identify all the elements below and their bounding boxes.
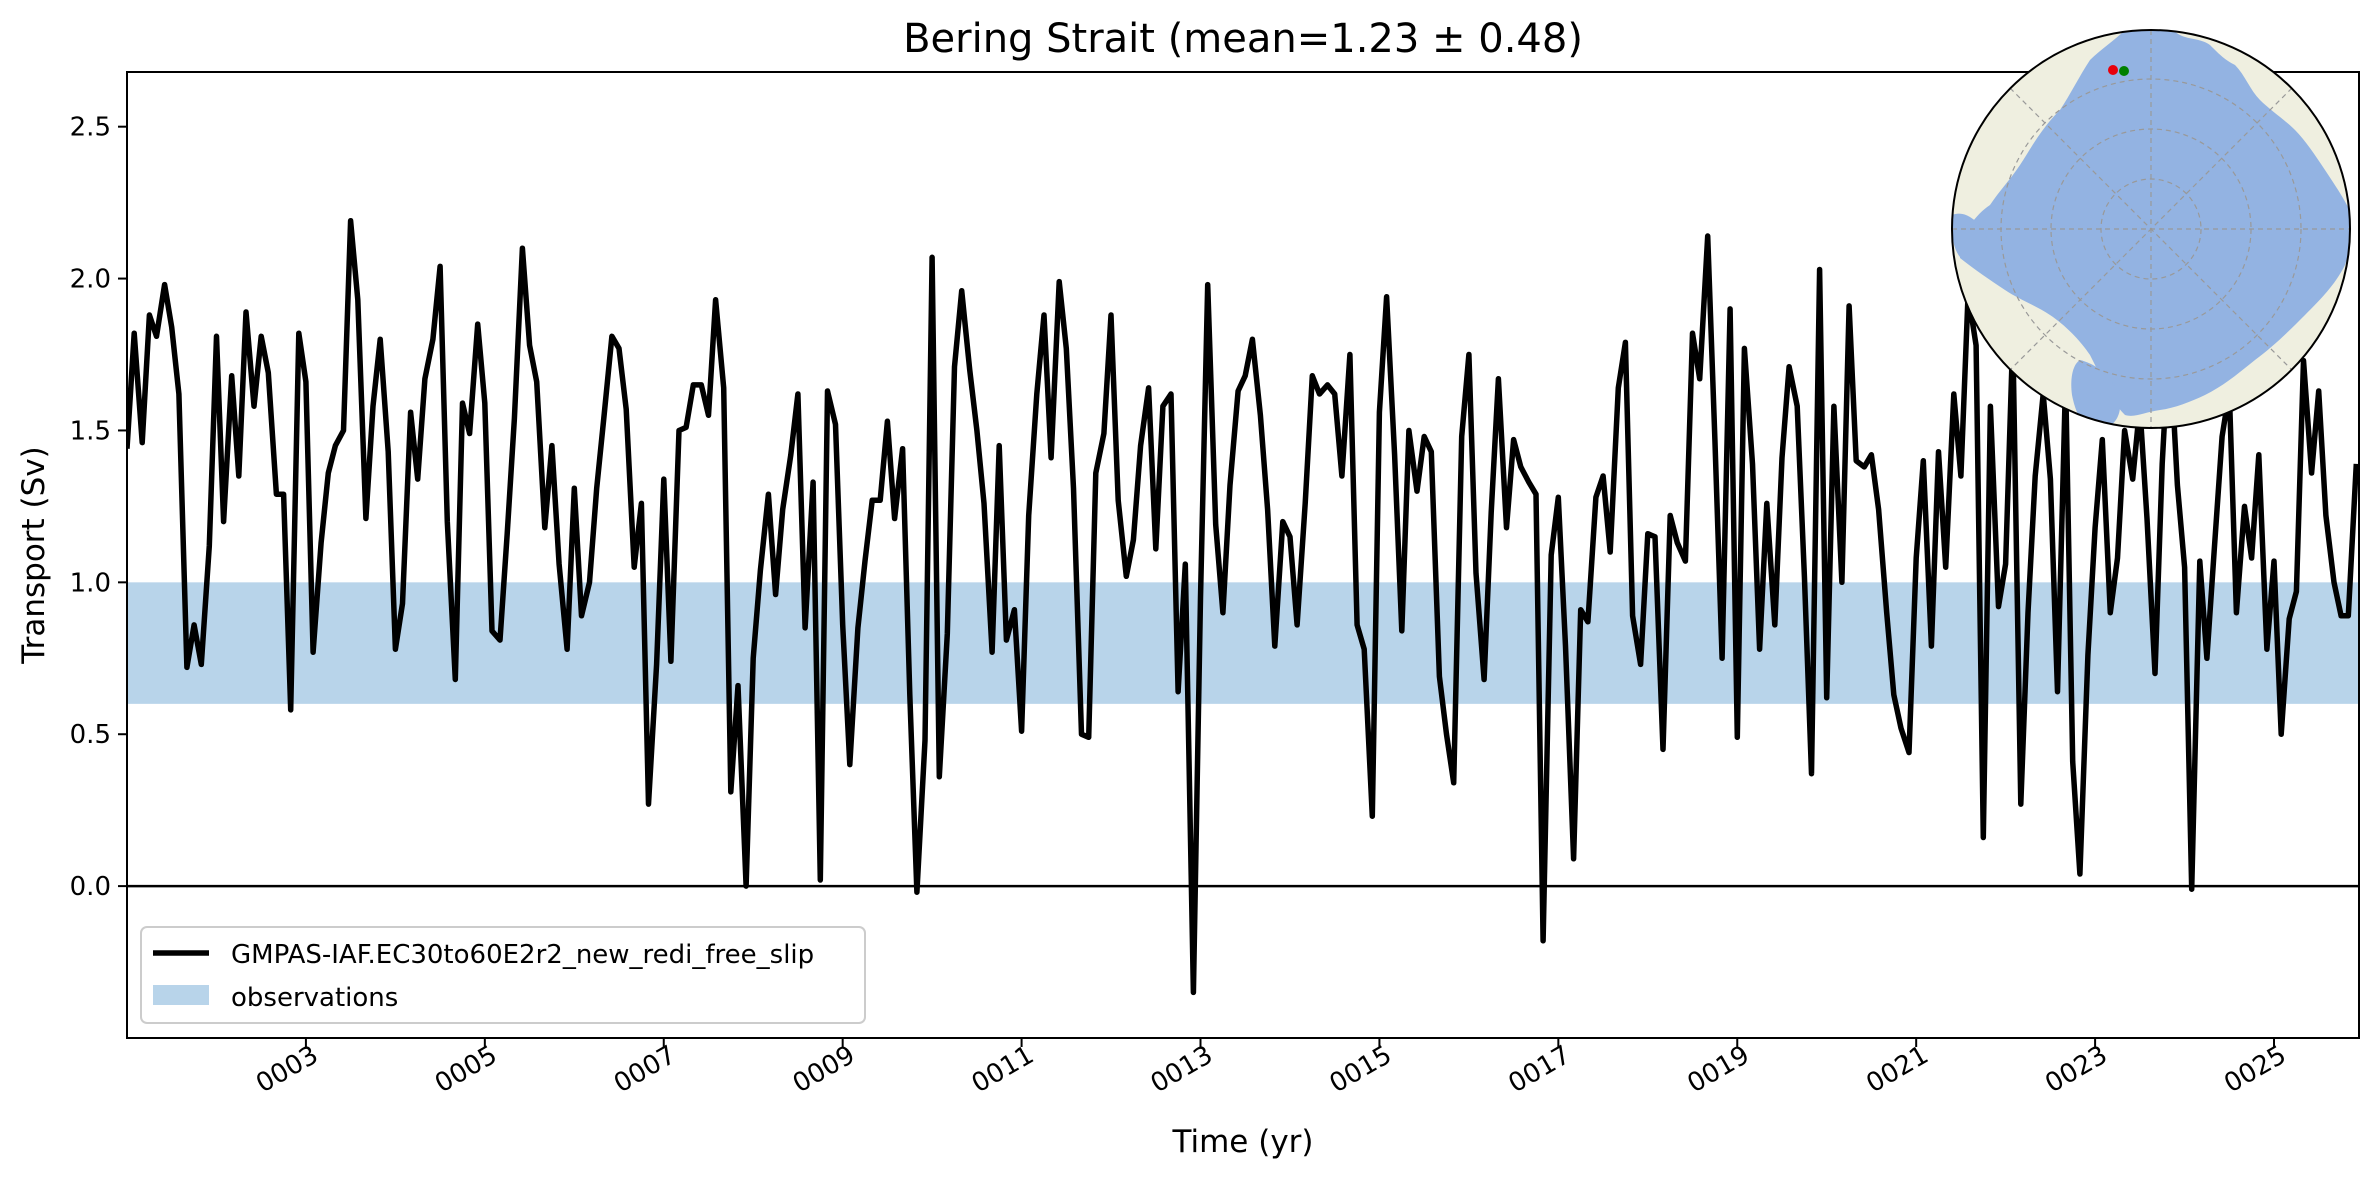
inset-map-marker-green — [2119, 66, 2129, 76]
y-tick-label: 0.0 — [70, 872, 111, 902]
legend-box — [140, 926, 866, 1024]
x-tick-label: 0013 — [1146, 1040, 1218, 1099]
plot-area — [127, 218, 2359, 996]
inset-map-ocean-south — [2071, 360, 2121, 428]
inset-map-ocean-west — [1952, 213, 1987, 262]
legend-series-label: GMPAS-IAF.EC30to60E2r2_new_redi_free_sli… — [231, 940, 814, 970]
plot-frame — [126, 71, 2360, 1039]
legend: GMPAS-IAF.EC30to60E2r2_new_redi_free_sli… — [140, 926, 866, 1024]
x-tick-label: 0017 — [1504, 1040, 1576, 1099]
x-tick-label: 0015 — [1325, 1040, 1397, 1099]
x-axis-ticks: 0003 0005 0007 0009 0011 0013 0015 0017 0019 0021… — [251, 1038, 2292, 1099]
legend-band-swatch — [153, 985, 209, 1005]
inset-map-ocean — [1960, 30, 2350, 416]
x-axis-label: Time (yr) — [1172, 1124, 1314, 1160]
legend-band-label: observations — [231, 983, 398, 1013]
chart-title: Bering Strait (mean=1.23 ± 0.48) — [903, 16, 1583, 62]
x-tick-label: 0025 — [2219, 1040, 2291, 1099]
y-tick-label: 2.5 — [70, 113, 111, 143]
y-tick-label: 1.5 — [70, 416, 111, 446]
x-tick-label: 0005 — [430, 1040, 502, 1099]
y-axis-ticks: 0.0 0.5 1.0 1.5 2.0 2.5 — [70, 113, 127, 902]
series-line — [127, 218, 2359, 996]
series-layer — [127, 218, 2359, 996]
x-tick-label: 0019 — [1682, 1040, 1754, 1099]
x-tick-label: 0009 — [788, 1040, 860, 1099]
y-tick-label: 0.5 — [70, 720, 111, 750]
inset-map-clip — [1952, 30, 2350, 428]
x-tick-label: 0023 — [2040, 1040, 2112, 1099]
x-tick-label: 0007 — [609, 1040, 681, 1099]
y-tick-label: 1.0 — [70, 568, 111, 598]
x-tick-label: 0011 — [967, 1040, 1039, 1099]
inset-map — [1951, 29, 2351, 429]
x-tick-label: 0003 — [251, 1040, 323, 1099]
y-axis-label: Transport (Sv) — [16, 446, 52, 665]
inset-map-gridlines — [1952, 30, 2350, 428]
x-tick-label: 0021 — [1861, 1040, 1933, 1099]
y-tick-label: 2.0 — [70, 265, 111, 295]
inset-map-border — [1951, 29, 2351, 429]
inset-map-marker-red — [2108, 65, 2118, 75]
